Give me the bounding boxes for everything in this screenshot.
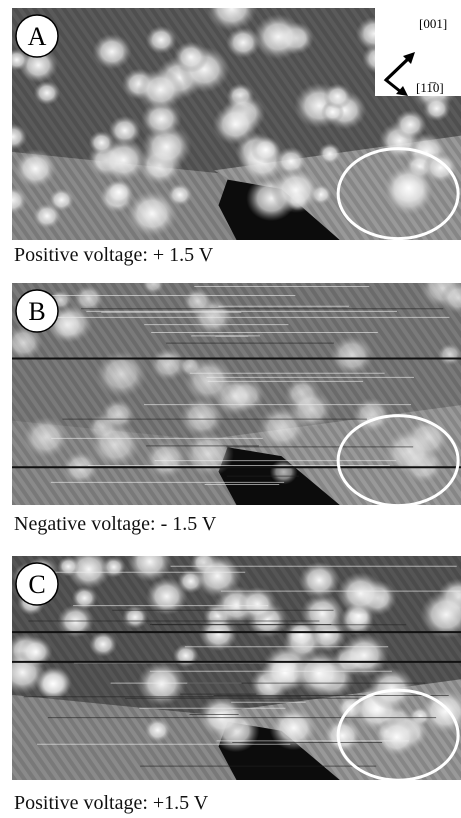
adsorbate: [299, 562, 340, 599]
panel-label: A: [28, 22, 47, 51]
panel-a: A [001] [11̅0]: [12, 8, 461, 240]
adsorbate: [183, 357, 234, 404]
adsorbate: [182, 430, 234, 477]
caption: Positive voltage: + 1.5 V: [14, 244, 213, 267]
adsorbate: [318, 143, 342, 165]
caption: Negative voltage: - 1.5 V: [14, 513, 216, 536]
adsorbate: [383, 428, 435, 476]
adsorbate: [394, 110, 427, 140]
stm-image: C: [12, 556, 461, 780]
panel-label: B: [28, 297, 45, 326]
adsorbate: [137, 69, 183, 111]
direction-label: [11̅0]: [416, 80, 444, 95]
adsorbate: [288, 389, 332, 429]
adsorbate: [438, 343, 461, 365]
adsorbate: [293, 650, 344, 697]
stm-image: A [001] [11̅0]: [12, 8, 461, 240]
panel-label: C: [28, 570, 45, 599]
adsorbate: [374, 717, 418, 757]
adsorbate: [146, 26, 177, 54]
figure: A [001] [11̅0] Positive voltage: + 1.5 V B…: [0, 0, 461, 818]
adsorbate: [49, 188, 75, 212]
adsorbate: [423, 96, 451, 121]
adsorbate: [198, 695, 246, 738]
adsorbate: [22, 416, 69, 459]
adsorbate: [72, 586, 98, 609]
adsorbate: [89, 631, 117, 657]
adsorbate: [89, 131, 115, 155]
adsorbate: [212, 104, 258, 146]
panel-c: C: [12, 556, 461, 780]
adsorbate: [34, 81, 61, 105]
adsorbate: [173, 644, 199, 667]
adsorbate: [174, 41, 208, 72]
adsorbate: [36, 668, 70, 699]
adsorbate: [95, 350, 148, 398]
adsorbate: [137, 662, 186, 706]
adsorbate: [269, 706, 318, 750]
adsorbate: [92, 34, 131, 70]
adsorbate: [329, 335, 374, 376]
direction-label: [001]: [419, 16, 447, 31]
adsorbate: [340, 633, 389, 677]
adsorbate: [150, 347, 187, 381]
adsorbate: [270, 459, 298, 484]
stm-image: B: [12, 283, 461, 505]
adsorbate: [126, 190, 179, 238]
adsorbate: [271, 167, 321, 213]
adsorbate: [104, 179, 133, 206]
adsorbate: [144, 718, 171, 743]
adsorbate: [324, 83, 352, 109]
adsorbate: [122, 605, 148, 628]
adsorbate: [183, 288, 212, 315]
adsorbate: [238, 587, 276, 622]
adsorbate: [323, 718, 363, 754]
adsorbate: [337, 572, 384, 615]
caption: Positive voltage: +1.5 V: [14, 792, 208, 815]
adsorbate: [253, 14, 303, 60]
adsorbate: [423, 152, 458, 184]
adsorbate: [14, 149, 58, 189]
panel-b: B: [12, 283, 461, 505]
adsorbate: [57, 556, 79, 576]
